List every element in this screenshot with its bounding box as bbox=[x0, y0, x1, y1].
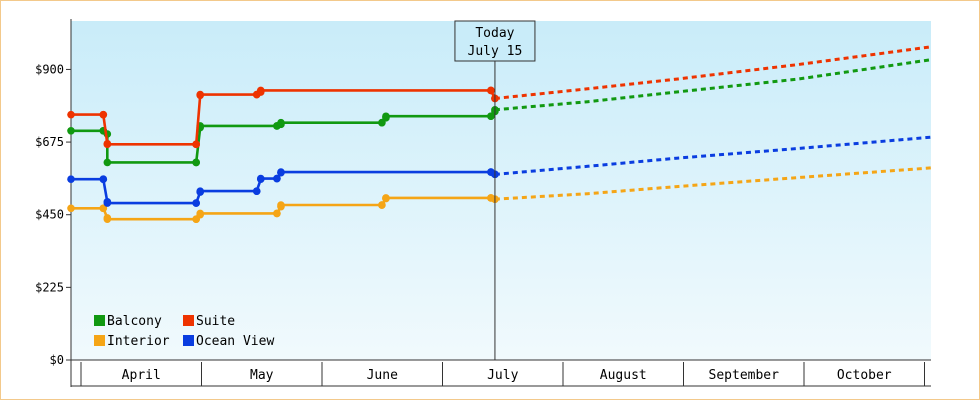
y-tick-label: $900 bbox=[35, 62, 64, 76]
series-balcony bbox=[67, 58, 932, 167]
data-point bbox=[103, 140, 112, 149]
legend-swatch bbox=[183, 315, 194, 326]
data-point bbox=[196, 187, 205, 195]
data-point bbox=[103, 215, 112, 224]
projection-line bbox=[494, 45, 932, 100]
month-label: April bbox=[122, 368, 161, 383]
data-point bbox=[192, 140, 200, 149]
data-point bbox=[103, 158, 112, 167]
data-point bbox=[99, 110, 108, 119]
data-point bbox=[277, 168, 285, 176]
today-box bbox=[454, 20, 536, 62]
projection-line bbox=[494, 58, 932, 112]
data-point bbox=[67, 126, 75, 135]
data-point bbox=[192, 158, 200, 167]
y-tick-label: $450 bbox=[35, 208, 64, 222]
legend-swatch bbox=[183, 335, 194, 346]
month-label: August bbox=[600, 368, 647, 383]
projection-line bbox=[494, 135, 932, 176]
data-point bbox=[192, 199, 200, 207]
month-label: June bbox=[367, 368, 398, 383]
y-tick-label: $675 bbox=[35, 135, 64, 149]
legend-label: Suite bbox=[196, 314, 235, 329]
data-point bbox=[256, 86, 265, 95]
data-point bbox=[273, 174, 281, 183]
data-point bbox=[378, 201, 386, 209]
month-label: October bbox=[837, 368, 892, 383]
today-date: July 15 bbox=[468, 44, 523, 59]
data-point bbox=[382, 194, 390, 202]
month-label: May bbox=[250, 368, 274, 383]
month-label: July bbox=[487, 368, 518, 383]
data-point bbox=[103, 199, 112, 207]
data-point bbox=[67, 175, 75, 183]
data-point bbox=[487, 86, 495, 95]
data-point bbox=[256, 174, 265, 183]
data-point bbox=[99, 204, 108, 213]
y-tick-label: $225 bbox=[35, 280, 64, 294]
data-point bbox=[67, 204, 75, 213]
today-label: Today bbox=[475, 26, 514, 41]
legend-label: Balcony bbox=[107, 314, 162, 329]
data-point bbox=[252, 187, 261, 195]
data-point bbox=[277, 118, 285, 127]
data-point bbox=[277, 201, 285, 209]
y-tick-label: $0 bbox=[50, 353, 64, 367]
data-point bbox=[273, 209, 281, 218]
series-suite bbox=[67, 45, 932, 149]
legend-swatch bbox=[94, 315, 105, 326]
data-point bbox=[196, 90, 205, 99]
month-label: September bbox=[709, 368, 780, 383]
legend-label: Ocean View bbox=[196, 334, 274, 349]
data-point bbox=[196, 209, 205, 218]
data-point bbox=[382, 112, 390, 121]
data-point bbox=[99, 175, 108, 183]
projection-line bbox=[494, 166, 932, 201]
series-ocean-view bbox=[67, 135, 932, 207]
data-point bbox=[67, 110, 75, 119]
legend-label: Interior bbox=[107, 334, 170, 349]
legend-swatch bbox=[94, 335, 105, 346]
